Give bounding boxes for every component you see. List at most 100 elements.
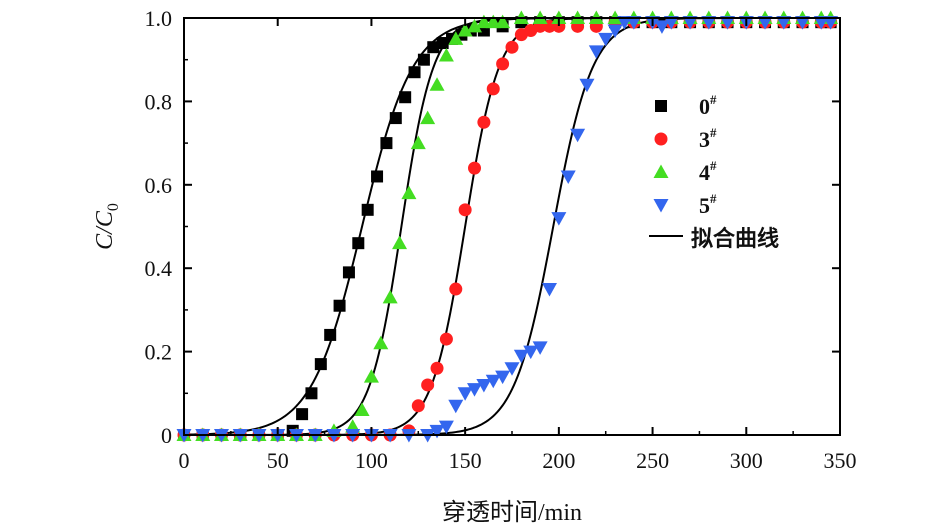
data-point xyxy=(448,31,464,45)
legend-label-sup: # xyxy=(710,125,717,140)
data-point xyxy=(486,82,500,96)
x-tick-label: 150 xyxy=(449,448,482,473)
data-point xyxy=(429,77,445,91)
y-axis-title-sub: 0 xyxy=(105,203,122,211)
legend-label-fit: 拟合曲线 xyxy=(691,226,779,251)
data-point xyxy=(417,53,430,66)
data-point xyxy=(458,203,472,217)
y-axis-title: C/C0 xyxy=(92,203,122,250)
y-tick-label: 0.8 xyxy=(145,89,173,114)
y-tick-label: 0.2 xyxy=(145,340,173,365)
data-point xyxy=(663,16,679,30)
legend-label-5: 5# xyxy=(699,191,717,218)
data-point xyxy=(541,283,557,297)
data-point xyxy=(429,424,445,439)
data-point xyxy=(532,341,548,355)
data-point xyxy=(382,289,398,304)
axes: 0 50 100 150 200 250 300 350 0 0.2 0.4 0.6 0.8 1.0 xyxy=(145,6,857,473)
x-tick-label: 100 xyxy=(355,448,388,473)
data-point xyxy=(296,408,309,421)
data-point xyxy=(305,387,318,400)
y-tick-label: 0.6 xyxy=(145,173,173,198)
x-axis-title: 穿透时间/min xyxy=(442,499,582,526)
data-point xyxy=(399,91,412,104)
data-point xyxy=(457,387,473,401)
data-point xyxy=(401,185,417,200)
data-point xyxy=(457,23,473,37)
legend: 0#3#4#5#拟合曲线 xyxy=(649,92,779,251)
x-tick-label: 250 xyxy=(636,448,669,473)
legend-label-sup: # xyxy=(710,191,717,206)
legend-label-text: 5 xyxy=(699,193,710,218)
data-point xyxy=(438,48,454,62)
data-point xyxy=(430,361,444,375)
x-tick-label: 50 xyxy=(267,448,289,473)
data-point xyxy=(476,378,492,393)
data-point xyxy=(823,16,839,30)
data-point xyxy=(598,32,614,47)
data-point xyxy=(682,16,698,30)
data-point xyxy=(439,332,453,346)
data-point xyxy=(579,78,595,93)
x-tick-label: 200 xyxy=(542,448,575,473)
data-point xyxy=(352,237,365,250)
data-point xyxy=(504,362,520,376)
data-point xyxy=(607,24,623,39)
data-point xyxy=(411,399,425,413)
data-point xyxy=(551,212,567,226)
y-axis-title-main: C/C xyxy=(92,210,118,250)
data-point xyxy=(467,18,483,33)
data-point xyxy=(410,135,426,150)
data-point xyxy=(570,128,586,143)
data-point xyxy=(363,369,379,383)
legend-marker-0 xyxy=(655,100,667,112)
data-point xyxy=(392,235,408,250)
legend-label-sup: # xyxy=(710,92,717,107)
x-tick-label: 0 xyxy=(179,448,190,473)
x-tick-label: 300 xyxy=(730,448,763,473)
data-point xyxy=(427,41,440,54)
data-point xyxy=(354,402,370,416)
data-point xyxy=(448,399,464,414)
data-point xyxy=(361,203,374,216)
data-point xyxy=(436,37,449,50)
x-tick-label: 350 xyxy=(824,448,857,473)
data-point xyxy=(757,16,773,30)
legend-label-text: 0 xyxy=(699,94,710,119)
legend-label-3: 3# xyxy=(699,125,717,152)
data-point xyxy=(467,383,483,397)
data-point xyxy=(324,328,337,341)
data-point xyxy=(408,66,421,79)
legend-label-0: 0# xyxy=(699,92,717,119)
data-point xyxy=(477,115,491,129)
data-point xyxy=(495,370,511,385)
data-point xyxy=(420,110,436,125)
legend-label-text: 3 xyxy=(699,127,710,152)
legend-label-sup: # xyxy=(710,158,717,173)
legend-label-4: 4# xyxy=(699,158,717,185)
legend-label-text: 4 xyxy=(699,160,710,185)
data-point xyxy=(701,16,717,30)
legend-marker-5 xyxy=(653,199,669,213)
data-point xyxy=(333,299,346,312)
data-point xyxy=(513,349,529,364)
data-point xyxy=(314,358,327,371)
data-point xyxy=(373,335,389,350)
data-point xyxy=(505,40,519,54)
data-point xyxy=(588,45,604,59)
data-point xyxy=(438,420,454,435)
data-point xyxy=(523,345,539,360)
y-tick-label: 0.4 xyxy=(145,256,173,281)
legend-marker-3 xyxy=(654,132,668,146)
y-tick-label: 1.0 xyxy=(145,6,173,31)
data-point xyxy=(485,374,501,389)
data-point xyxy=(342,266,355,279)
data-point xyxy=(371,170,384,183)
legend-marker-4 xyxy=(653,164,669,178)
data-point xyxy=(560,170,576,184)
data-point xyxy=(389,112,402,125)
data-point xyxy=(795,16,811,30)
data-point xyxy=(468,161,482,175)
data-point xyxy=(776,16,792,30)
